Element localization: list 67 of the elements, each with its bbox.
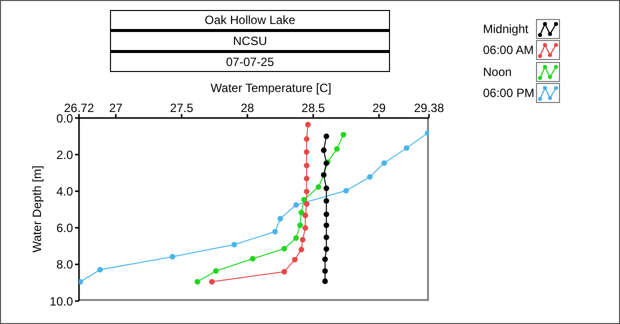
- legend-label: 06:00 PM: [483, 86, 536, 100]
- point: [304, 162, 310, 168]
- point: [250, 256, 256, 262]
- point: [366, 174, 373, 180]
- point: [334, 146, 340, 152]
- y-tick-label: 10.0: [50, 294, 74, 308]
- point: [320, 147, 327, 154]
- point: [281, 246, 288, 252]
- point: [170, 254, 176, 260]
- point: [209, 278, 215, 285]
- point: [304, 149, 310, 155]
- point: [324, 185, 330, 192]
- point: [97, 266, 103, 273]
- point: [300, 236, 306, 242]
- x-tick-label: 29.38: [414, 101, 444, 115]
- point: [304, 176, 310, 182]
- point: [424, 130, 429, 136]
- point: [322, 278, 328, 284]
- point: [231, 242, 238, 248]
- point: [278, 216, 284, 222]
- legend-label: 06:00 AM: [483, 43, 535, 58]
- point: [213, 268, 219, 274]
- point: [340, 132, 346, 138]
- point: [324, 198, 330, 204]
- point: [322, 268, 328, 274]
- point: [316, 184, 322, 190]
- point: [343, 188, 349, 194]
- legend-label: Midnight: [483, 22, 530, 36]
- point: [302, 212, 308, 218]
- x-tick-label: 29: [372, 101, 386, 115]
- point: [324, 211, 330, 218]
- point: [404, 145, 410, 151]
- point: [281, 268, 288, 275]
- y-tick-label: 6.0: [56, 221, 74, 236]
- x-tick-label: 28.5: [302, 101, 326, 115]
- point: [381, 160, 388, 166]
- chart-subtitle: NCSU: [110, 30, 390, 51]
- point: [304, 136, 310, 142]
- y-axis-title: Water Depth [m]: [30, 164, 44, 254]
- point: [293, 202, 299, 208]
- point: [302, 225, 308, 231]
- x-tick-label: 27: [109, 101, 123, 115]
- point: [293, 235, 299, 241]
- point: [297, 222, 303, 228]
- x-axis-title: Water Temperature [C]: [210, 81, 332, 95]
- point: [324, 246, 330, 252]
- point: [324, 134, 330, 140]
- point: [292, 256, 298, 262]
- y-tick-label: 8.0: [56, 258, 74, 272]
- x-tick-label: 27.5: [170, 101, 194, 115]
- y-tick-label: 2.0: [56, 148, 74, 162]
- point: [324, 234, 330, 240]
- text: 07-07-25: [110, 51, 390, 72]
- point: [304, 188, 310, 194]
- point: [305, 122, 311, 128]
- y-tick-label: 4.0: [56, 184, 74, 198]
- x-tick-label: 28: [240, 101, 254, 115]
- legend-label: Noon: [483, 64, 513, 79]
- point: [324, 222, 330, 228]
- point: [301, 196, 307, 202]
- point: [322, 256, 328, 262]
- point: [304, 201, 310, 207]
- point: [298, 210, 304, 216]
- point: [272, 228, 278, 234]
- point: [194, 278, 200, 285]
- chart-title: Oak Hollow Lake: [110, 10, 390, 30]
- point: [298, 246, 304, 252]
